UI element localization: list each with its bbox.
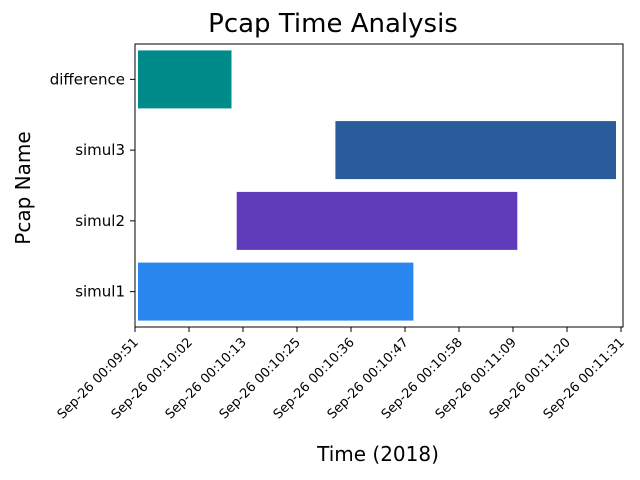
y-tick-label-difference: difference [50,70,125,88]
y-tick-label-simul2: simul2 [75,212,125,230]
y-tick-label-simul1: simul1 [75,283,125,301]
bar-simul1 [138,262,414,321]
y-axis-label: Pcap Name [11,131,35,244]
x-axis-label: Time (2018) [316,442,439,466]
y-ticks-group: simul1 simul2 simul3 difference [50,70,135,301]
plot-frame [134,43,624,328]
bar-simul3 [335,121,616,180]
bar-simul2 [236,191,518,250]
chart-title: Pcap Time Analysis [208,9,458,39]
bars-group [138,50,616,321]
bar-difference [138,50,232,109]
y-tick-label-simul3: simul3 [75,141,125,159]
